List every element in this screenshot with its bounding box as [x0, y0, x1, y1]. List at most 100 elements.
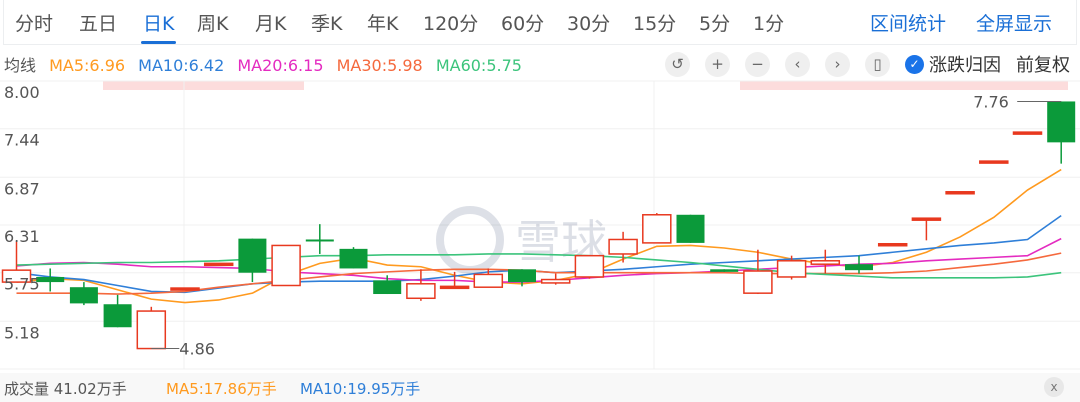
y-tick-label: 6.87 — [4, 179, 40, 198]
candle — [1047, 101, 1076, 164]
candle — [776, 255, 807, 280]
candlestick-icon[interactable]: ▯ — [865, 51, 890, 77]
candle-body — [136, 310, 167, 350]
candle-body — [676, 214, 705, 243]
candle-body — [540, 278, 571, 284]
candle-body — [238, 238, 267, 273]
y-tick-label: 6.31 — [4, 227, 40, 246]
highlight-band — [740, 81, 1068, 90]
candle-body — [810, 260, 841, 265]
candle — [170, 287, 200, 291]
candlestick-chart[interactable]: 雪球 8.007.446.876.315.755.184.62 7.764.86 — [0, 0, 1080, 372]
tab-5[interactable]: 季K — [311, 13, 343, 35]
candle — [339, 247, 368, 269]
candle-body — [305, 239, 334, 242]
y-tick-label: 7.44 — [4, 131, 40, 150]
candle-body — [574, 254, 605, 278]
candle — [540, 273, 571, 285]
candle — [473, 268, 504, 288]
ma60-value: MA60:5.75 — [435, 56, 522, 75]
candle — [69, 282, 98, 306]
max-price-label: 7.76 — [973, 92, 1009, 111]
ma20-value: MA20:6.15 — [237, 56, 324, 75]
candle — [238, 238, 267, 283]
candle-body — [373, 280, 402, 295]
candle-body — [642, 214, 672, 244]
ma-line-ma60 — [16, 253, 1062, 279]
candle-body — [911, 217, 942, 221]
candle-body — [439, 285, 470, 290]
close-icon[interactable]: x — [1044, 377, 1064, 397]
ma10-value: MA10:6.42 — [138, 56, 225, 75]
chevron-right-icon[interactable]: › — [825, 51, 850, 77]
y-tick-label: 5.18 — [4, 323, 40, 342]
volume-label: 成交量 41.02万手 — [4, 380, 127, 398]
tab-10[interactable]: 15分 — [633, 13, 677, 35]
candle-body — [406, 283, 436, 300]
fullscreen-link[interactable]: 全屏显示 — [976, 13, 1053, 35]
ma-line-ma20 — [16, 237, 1062, 283]
candle — [574, 254, 605, 279]
volume-ma10: MA10:19.95万手 — [300, 380, 421, 398]
candle — [103, 294, 132, 328]
candle — [373, 275, 402, 295]
min-price-label: 4.86 — [179, 340, 215, 359]
tab-11[interactable]: 5分 — [699, 13, 731, 35]
tab-12[interactable]: 1分 — [753, 13, 785, 35]
tab-3[interactable]: 周K — [197, 13, 229, 35]
tab-7[interactable]: 120分 — [423, 13, 479, 35]
tab-6[interactable]: 年K — [367, 13, 399, 35]
y-tick-label: 5.75 — [4, 275, 40, 294]
candle-body — [1012, 131, 1043, 135]
tab-0[interactable]: 分时 — [15, 13, 54, 35]
undo-icon[interactable]: ↺ — [665, 51, 690, 77]
range-stats-link[interactable]: 区间统计 — [870, 13, 947, 35]
candle-body — [69, 287, 98, 304]
chart-toolbar: ↺ + − ‹ › ▯ ✓ 涨跌归因 前复权 — [665, 51, 1070, 77]
volume-bar: 成交量 41.02万手 MA5:17.86万手 MA10:19.95万手 x — [0, 373, 1080, 402]
candle — [979, 160, 1009, 164]
period-tabs: 分时 五日 日K 周K 月K 季K 年K 120分 60分 30分 15分 5分 1分 — [3, 0, 1077, 45]
ma-legend: 均线 MA5:6.96 MA10:6.42 MA20:6.15 MA30:5.9… — [4, 52, 530, 76]
candle — [508, 269, 536, 287]
candle — [642, 213, 672, 244]
candle-body — [877, 242, 908, 247]
candle-body — [508, 269, 536, 283]
candle — [439, 271, 470, 290]
attribution-checkbox[interactable]: ✓ — [905, 54, 924, 74]
volume-ma5: MA5:17.86万手 — [166, 380, 277, 398]
ma30-value: MA30:5.98 — [336, 56, 423, 75]
zoom-in-icon[interactable]: + — [705, 51, 730, 77]
adjust-select[interactable]: 前复权 — [1016, 55, 1070, 76]
y-tick-label: 8.00 — [4, 83, 40, 102]
candle-body — [1047, 101, 1076, 143]
candle-body — [1, 269, 32, 283]
candle-body — [979, 160, 1009, 164]
tab-1[interactable]: 五日 — [79, 13, 118, 35]
candle-body — [339, 248, 368, 269]
candle-body — [743, 270, 773, 294]
candle — [710, 269, 739, 272]
candle — [676, 214, 705, 243]
tab-4[interactable]: 月K — [255, 13, 287, 35]
candle — [1012, 131, 1043, 135]
attribution-label[interactable]: 涨跌归因 — [929, 55, 1001, 76]
candle — [911, 217, 942, 241]
candle — [271, 244, 301, 287]
y-tick-label: 4.62 — [4, 371, 40, 372]
candle-body — [170, 287, 200, 291]
zoom-out-icon[interactable]: − — [745, 51, 770, 77]
candle — [203, 262, 234, 267]
chevron-left-icon[interactable]: ‹ — [785, 51, 810, 77]
tab-9[interactable]: 30分 — [567, 13, 611, 35]
candle-body — [203, 262, 234, 267]
candle — [945, 191, 975, 195]
tab-8[interactable]: 60分 — [501, 13, 545, 35]
candle-body — [710, 269, 739, 272]
tab-2[interactable]: 日K — [140, 9, 177, 44]
candle — [1, 241, 32, 283]
ma-legend-label: 均线 — [4, 56, 37, 75]
candle-body — [36, 276, 65, 283]
candle-body — [776, 260, 807, 278]
